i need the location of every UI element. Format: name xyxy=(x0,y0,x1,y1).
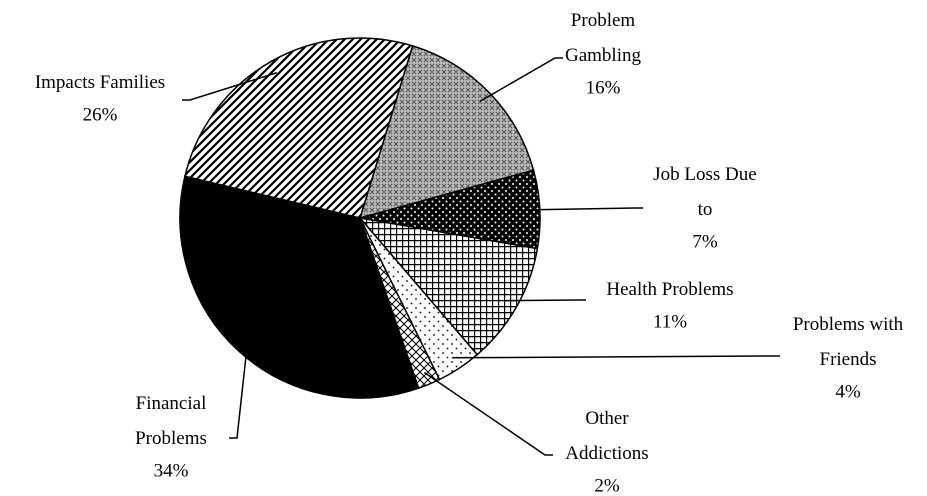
value-label: 7% xyxy=(692,231,718,252)
value-label: 26% xyxy=(83,104,118,125)
value-label: 2% xyxy=(594,475,620,496)
category-label: Problems with Friends xyxy=(793,314,904,370)
category-label: Job Loss Due to xyxy=(653,164,756,220)
leader-line xyxy=(527,207,643,211)
value-label: 4% xyxy=(835,381,861,402)
value-label: 34% xyxy=(154,460,189,481)
category-label: Financial Problems xyxy=(135,393,207,449)
leader-line xyxy=(229,341,249,439)
category-label: Problem Gambling xyxy=(565,10,641,66)
leader-line xyxy=(182,72,278,101)
pie-slice xyxy=(358,216,539,356)
category-label: Other Addictions xyxy=(565,408,648,464)
leader-line xyxy=(452,355,780,359)
value-label: 11% xyxy=(653,311,687,332)
category-label: Impacts Families xyxy=(35,72,165,93)
leader-line xyxy=(479,57,563,102)
pie-slice xyxy=(179,175,420,399)
value-label: 16% xyxy=(586,77,621,98)
leader-line xyxy=(423,371,553,456)
leader-line xyxy=(505,299,586,302)
pie-slice xyxy=(358,44,535,220)
category-label: Health Problems xyxy=(606,279,733,300)
